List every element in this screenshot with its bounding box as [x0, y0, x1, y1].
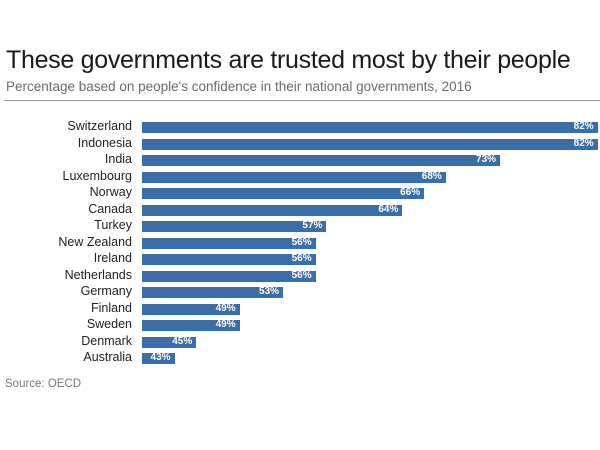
value-label: 45% — [172, 335, 193, 347]
bar-row: Germany 53% — [0, 284, 600, 298]
bar-row: Turkey 57% — [0, 218, 600, 232]
value-label: 64% — [378, 203, 399, 215]
value-label: 57% — [302, 220, 323, 231]
bar-row: Switzerland 82% — [0, 119, 600, 133]
bar-row: Netherlands 56% — [0, 267, 600, 282]
chart-title: These governments are trusted most by th… — [6, 46, 571, 74]
bar: 57% — [142, 220, 327, 232]
bar: 56% — [142, 269, 316, 282]
bar: 64% — [142, 203, 403, 216]
bar: 73% — [142, 154, 501, 166]
bar: 53% — [142, 286, 284, 298]
bar-row: Canada 64% — [0, 201, 600, 216]
bar-row: Luxembourg 68% — [0, 168, 600, 183]
chart-subtitle: Percentage based on people's confidence … — [6, 79, 472, 94]
value-label: 56% — [291, 253, 312, 264]
bar: 49% — [142, 302, 240, 315]
header-divider — [4, 100, 600, 101]
country-label: Switzerland — [67, 119, 132, 133]
value-label: 49% — [215, 302, 236, 314]
value-label: 68% — [421, 170, 442, 182]
bar-row: Australia 43% — [0, 350, 600, 364]
bar-row: India 73% — [0, 152, 600, 166]
bar: 45% — [142, 335, 197, 348]
source-note: Source: OECD — [5, 378, 82, 390]
bar-row: Indonesia 82% — [0, 135, 600, 150]
value-label: 53% — [259, 286, 280, 297]
country-label: Germany — [80, 284, 132, 298]
country-label: Ireland — [93, 251, 132, 265]
value-label: 49% — [215, 319, 236, 330]
country-label: Finland — [91, 300, 132, 315]
bar: 49% — [142, 319, 240, 331]
bar-row: Denmark 45% — [0, 333, 600, 348]
country-label: Netherlands — [64, 267, 132, 282]
bar: 56% — [142, 253, 316, 265]
bar: 43% — [142, 352, 175, 364]
bar: 56% — [142, 236, 316, 249]
bar: 66% — [142, 187, 425, 199]
country-label: Turkey — [94, 218, 132, 232]
country-label: Luxembourg — [62, 168, 133, 183]
value-label: 82% — [573, 121, 594, 132]
bar-row: New Zealand 56% — [0, 234, 600, 249]
value-label: 43% — [150, 352, 171, 363]
bar-row: Finland 49% — [0, 300, 600, 315]
value-label: 73% — [476, 154, 497, 165]
value-label: 56% — [291, 269, 312, 281]
bar-row: Sweden 49% — [0, 317, 600, 331]
country-label: Denmark — [81, 333, 132, 348]
bar: 68% — [142, 170, 446, 183]
country-label: Sweden — [86, 317, 132, 331]
country-label: Australia — [83, 350, 132, 364]
country-label: Canada — [88, 201, 132, 216]
country-label: Indonesia — [77, 135, 132, 150]
value-label: 66% — [400, 187, 421, 198]
country-label: India — [104, 152, 132, 166]
value-label: 56% — [291, 236, 312, 248]
country-label: Norway — [89, 185, 132, 199]
value-label: 82% — [573, 137, 594, 149]
bar: 82% — [142, 137, 598, 150]
bar-row: Norway 66% — [0, 185, 600, 199]
country-label: New Zealand — [58, 234, 132, 249]
bar: 82% — [142, 121, 598, 133]
bar-row: Ireland 56% — [0, 251, 600, 265]
